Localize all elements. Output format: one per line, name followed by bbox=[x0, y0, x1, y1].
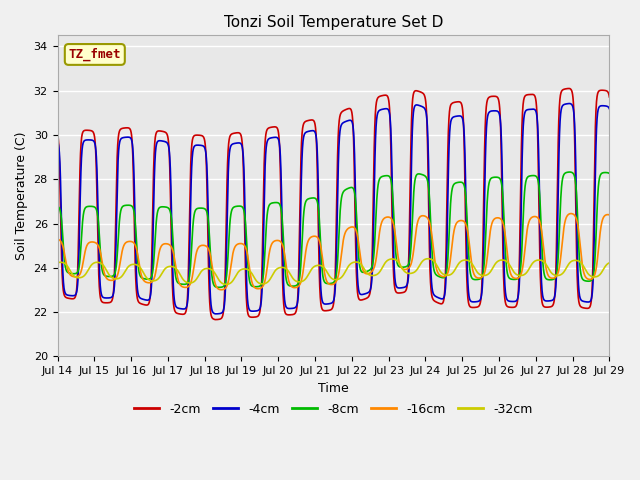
-32cm bbox=[266, 277, 273, 283]
-32cm bbox=[289, 276, 297, 282]
Text: TZ_fmet: TZ_fmet bbox=[68, 48, 121, 61]
-4cm bbox=[566, 101, 573, 107]
-2cm bbox=[595, 88, 603, 94]
-4cm bbox=[212, 311, 220, 317]
-8cm bbox=[215, 285, 223, 290]
-4cm bbox=[289, 305, 297, 311]
-8cm bbox=[566, 169, 573, 175]
Legend: -2cm, -4cm, -8cm, -16cm, -32cm: -2cm, -4cm, -8cm, -16cm, -32cm bbox=[129, 398, 538, 420]
Line: -2cm: -2cm bbox=[58, 88, 609, 320]
-4cm bbox=[536, 181, 543, 187]
Line: -8cm: -8cm bbox=[58, 172, 609, 288]
-2cm bbox=[536, 223, 543, 229]
-8cm bbox=[536, 187, 543, 192]
-16cm bbox=[567, 211, 575, 216]
-4cm bbox=[116, 137, 124, 143]
Line: -16cm: -16cm bbox=[58, 214, 609, 290]
-2cm bbox=[289, 312, 297, 317]
X-axis label: Time: Time bbox=[318, 382, 349, 395]
-2cm bbox=[565, 85, 573, 91]
-2cm bbox=[54, 130, 61, 136]
-16cm bbox=[536, 217, 543, 223]
-32cm bbox=[116, 275, 124, 280]
-32cm bbox=[605, 260, 613, 266]
-2cm bbox=[605, 94, 613, 100]
-32cm bbox=[149, 278, 157, 284]
-2cm bbox=[116, 127, 124, 132]
-32cm bbox=[595, 273, 603, 278]
-8cm bbox=[54, 204, 61, 209]
-2cm bbox=[212, 317, 220, 323]
-16cm bbox=[218, 287, 225, 293]
-4cm bbox=[149, 224, 157, 229]
-8cm bbox=[266, 202, 273, 208]
-4cm bbox=[605, 106, 613, 112]
-16cm bbox=[289, 285, 297, 290]
-16cm bbox=[605, 212, 613, 218]
Y-axis label: Soil Temperature (C): Soil Temperature (C) bbox=[15, 132, 28, 260]
-16cm bbox=[149, 277, 157, 283]
-32cm bbox=[424, 256, 432, 262]
-4cm bbox=[54, 139, 61, 144]
-16cm bbox=[266, 250, 273, 255]
-16cm bbox=[595, 242, 603, 248]
-32cm bbox=[536, 257, 543, 263]
-16cm bbox=[116, 258, 124, 264]
-32cm bbox=[54, 260, 61, 266]
Title: Tonzi Soil Temperature Set D: Tonzi Soil Temperature Set D bbox=[224, 15, 443, 30]
-8cm bbox=[605, 170, 613, 176]
-4cm bbox=[266, 136, 273, 142]
-4cm bbox=[595, 105, 603, 110]
-2cm bbox=[149, 183, 157, 189]
-8cm bbox=[116, 209, 124, 215]
-32cm bbox=[222, 281, 230, 287]
-2cm bbox=[266, 125, 273, 131]
Line: -32cm: -32cm bbox=[58, 259, 609, 284]
-8cm bbox=[289, 283, 297, 289]
-16cm bbox=[54, 236, 61, 242]
-8cm bbox=[595, 179, 603, 184]
-8cm bbox=[149, 264, 157, 270]
Line: -4cm: -4cm bbox=[58, 104, 609, 314]
